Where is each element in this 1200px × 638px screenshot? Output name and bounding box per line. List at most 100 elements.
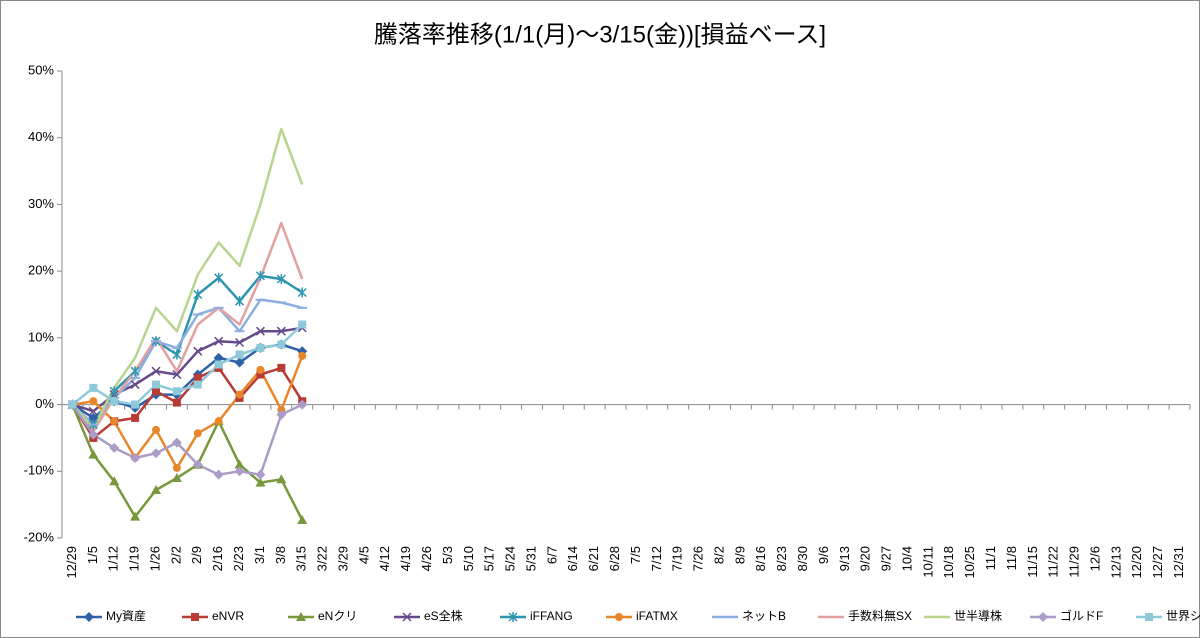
x-tick-label: 8/30	[795, 546, 810, 571]
legend-label: iFFANG	[530, 609, 573, 623]
y-tick-label: 20%	[28, 263, 54, 278]
marker	[130, 452, 141, 463]
marker	[68, 400, 77, 409]
marker	[256, 365, 265, 374]
x-tick-label: 9/13	[837, 546, 852, 571]
x-tick-label: 11/15	[1025, 546, 1040, 578]
marker	[214, 417, 223, 426]
legend-label: eNクリ	[318, 609, 357, 623]
y-tick-label: 50%	[28, 62, 54, 77]
marker	[214, 336, 224, 346]
legend-marker	[296, 612, 306, 621]
x-tick-label: 12/20	[1129, 546, 1144, 579]
marker	[235, 390, 244, 399]
legend-marker	[402, 612, 412, 622]
marker	[297, 287, 307, 298]
x-tick-label: 11/22	[1046, 546, 1061, 578]
marker	[130, 366, 140, 377]
marker	[172, 398, 181, 407]
x-tick-label: 6/28	[607, 546, 622, 571]
x-tick-label: 3/29	[335, 546, 350, 571]
x-tick-label: 1/5	[85, 546, 100, 564]
marker	[256, 343, 265, 352]
marker	[151, 484, 161, 494]
marker	[109, 442, 120, 453]
x-tick-label: 11/29	[1067, 546, 1082, 578]
legend-label: My資産	[106, 608, 146, 623]
x-tick-label: 3/1	[252, 546, 267, 564]
x-tick-label: 6/21	[586, 546, 601, 571]
x-tick-label: 7/26	[691, 546, 706, 571]
marker	[193, 346, 203, 356]
marker	[255, 477, 266, 487]
legend-marker	[191, 613, 199, 621]
marker	[276, 274, 286, 285]
marker	[88, 406, 98, 416]
x-tick-label: 4/19	[398, 546, 413, 571]
y-tick-label: 10%	[28, 329, 54, 344]
marker	[89, 397, 98, 406]
x-tick-label: 10/11	[920, 546, 935, 578]
legend-label: 手数料無SX	[848, 608, 912, 623]
x-tick-label: 8/9	[732, 546, 747, 564]
x-tick-label: 10/4	[899, 546, 914, 571]
marker	[255, 326, 265, 336]
marker	[152, 387, 160, 396]
x-tick-label: 5/17	[482, 546, 497, 571]
marker	[172, 463, 181, 472]
marker	[255, 469, 266, 480]
x-tick-label: 12/13	[1108, 546, 1123, 579]
legend-label: 世界シェール	[1166, 609, 1200, 623]
y-tick-label: 30%	[28, 196, 54, 211]
legend-marker	[84, 612, 94, 622]
marker	[214, 360, 223, 369]
x-tick-label: 4/12	[377, 546, 392, 571]
x-tick-label: 10/18	[941, 546, 956, 579]
marker	[152, 380, 160, 389]
y-tick-label: -10%	[24, 463, 55, 478]
x-tick-label: 12/6	[1087, 546, 1102, 571]
marker	[193, 380, 202, 389]
x-tick-label: 7/12	[649, 546, 664, 571]
marker	[297, 514, 308, 524]
marker	[89, 383, 98, 392]
marker	[88, 449, 99, 459]
legend-marker	[508, 612, 518, 622]
x-tick-label: 6/14	[565, 546, 580, 571]
marker	[277, 340, 286, 349]
x-tick-label: 7/5	[628, 546, 643, 564]
x-tick-label: 5/10	[461, 546, 476, 571]
series-line	[71, 403, 303, 476]
legend-marker	[1038, 612, 1048, 622]
y-tick-label: 40%	[28, 129, 54, 144]
marker	[298, 320, 307, 329]
x-tick-label: 1/26	[147, 546, 162, 571]
x-tick-label: 2/23	[231, 546, 246, 571]
legend-marker	[615, 613, 623, 621]
marker	[171, 472, 182, 482]
marker	[110, 417, 119, 426]
x-tick-label: 4/5	[356, 546, 371, 564]
marker	[109, 476, 120, 486]
marker	[297, 399, 308, 410]
x-tick-label: 2/9	[189, 546, 204, 564]
marker	[193, 289, 203, 300]
marker	[234, 459, 245, 469]
marker	[172, 370, 182, 380]
x-tick-label: 10/25	[962, 546, 977, 579]
marker	[152, 425, 160, 434]
x-tick-label: 11/8	[1004, 546, 1019, 570]
marker	[171, 437, 182, 448]
x-tick-label: 2/16	[210, 546, 225, 571]
legend-marker	[1145, 613, 1153, 621]
x-tick-label: 6/7	[544, 546, 559, 564]
marker	[88, 412, 99, 423]
legend-label: ネットB	[742, 609, 786, 623]
legend-label: iFATMX	[636, 609, 678, 623]
x-tick-label: 5/24	[503, 546, 518, 571]
x-tick-label: 7/19	[670, 546, 685, 571]
marker	[213, 469, 224, 480]
marker	[88, 429, 99, 440]
marker	[131, 413, 140, 422]
